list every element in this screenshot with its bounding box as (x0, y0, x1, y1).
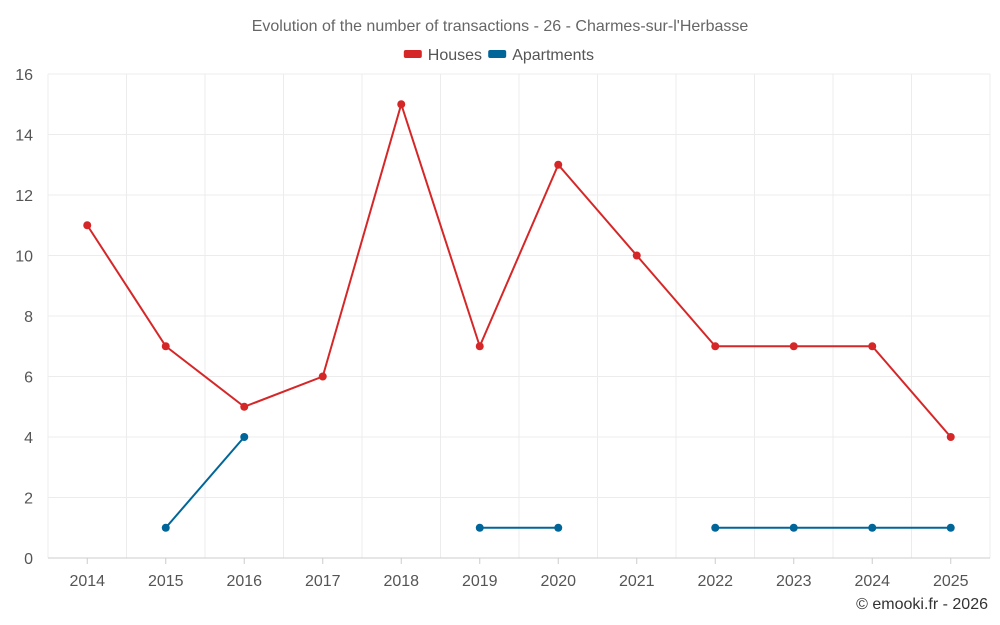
x-tick-label: 2018 (383, 573, 419, 590)
legend-item-apartments: Apartments (488, 47, 594, 64)
data-point (318, 372, 327, 381)
data-point (161, 523, 170, 532)
data-point (475, 523, 484, 532)
data-point (397, 100, 406, 109)
y-axis: 0 2 4 6 8 10 12 14 16 (15, 67, 33, 568)
data-point (711, 523, 720, 532)
data-point (83, 221, 92, 230)
y-tick-label: 14 (15, 128, 33, 145)
series-houses (83, 100, 955, 441)
series-group (83, 100, 955, 532)
legend-label: Apartments (512, 47, 594, 64)
x-tick-label: 2023 (776, 573, 812, 590)
y-tick-label: 4 (24, 430, 33, 447)
grid (47, 73, 991, 558)
y-tick-label: 8 (24, 309, 33, 326)
data-point (789, 342, 798, 351)
legend-item-houses: Houses (403, 47, 482, 64)
chart-title: Evolution of the number of transactions … (252, 18, 749, 35)
y-tick-label: 16 (15, 67, 33, 84)
data-point (946, 523, 955, 532)
data-point (789, 523, 798, 532)
data-point (868, 342, 877, 351)
x-axis: 2014 2015 2016 2017 2018 2019 2020 2021 2022 2023… (48, 557, 990, 590)
data-point (632, 251, 641, 260)
y-tick-label: 10 (15, 249, 33, 266)
data-point (946, 433, 955, 441)
legend-label: Houses (428, 47, 482, 64)
y-tick-label: 2 (24, 491, 33, 508)
legend-swatch (488, 50, 507, 58)
x-tick-label: 2019 (462, 573, 498, 590)
credit-text: © emooki.fr - 2026 (856, 596, 988, 613)
x-tick-label: 2021 (619, 573, 655, 590)
data-point (554, 523, 563, 532)
series-apartments (161, 433, 955, 532)
x-tick-label: 2025 (933, 573, 969, 590)
y-tick-label: 6 (24, 370, 33, 387)
legend: Houses Apartments (403, 47, 594, 64)
data-point (554, 160, 563, 169)
y-tick-label: 0 (24, 551, 33, 568)
legend-swatch (403, 50, 422, 58)
x-tick-label: 2024 (854, 573, 890, 590)
data-point (240, 433, 249, 441)
x-tick-label: 2017 (305, 573, 341, 590)
x-tick-label: 2022 (697, 573, 733, 590)
x-tick-label: 2020 (540, 573, 576, 590)
data-point (161, 342, 170, 351)
x-tick-label: 2015 (148, 573, 184, 590)
data-point (868, 523, 877, 532)
y-tick-label: 12 (15, 188, 33, 205)
series-line-segment (86, 103, 952, 438)
data-point (711, 342, 720, 351)
series-line-segment (164, 436, 246, 529)
data-point (240, 402, 249, 411)
x-tick-label: 2014 (69, 573, 105, 590)
data-point (475, 342, 484, 351)
x-tick-label: 2016 (226, 573, 262, 590)
